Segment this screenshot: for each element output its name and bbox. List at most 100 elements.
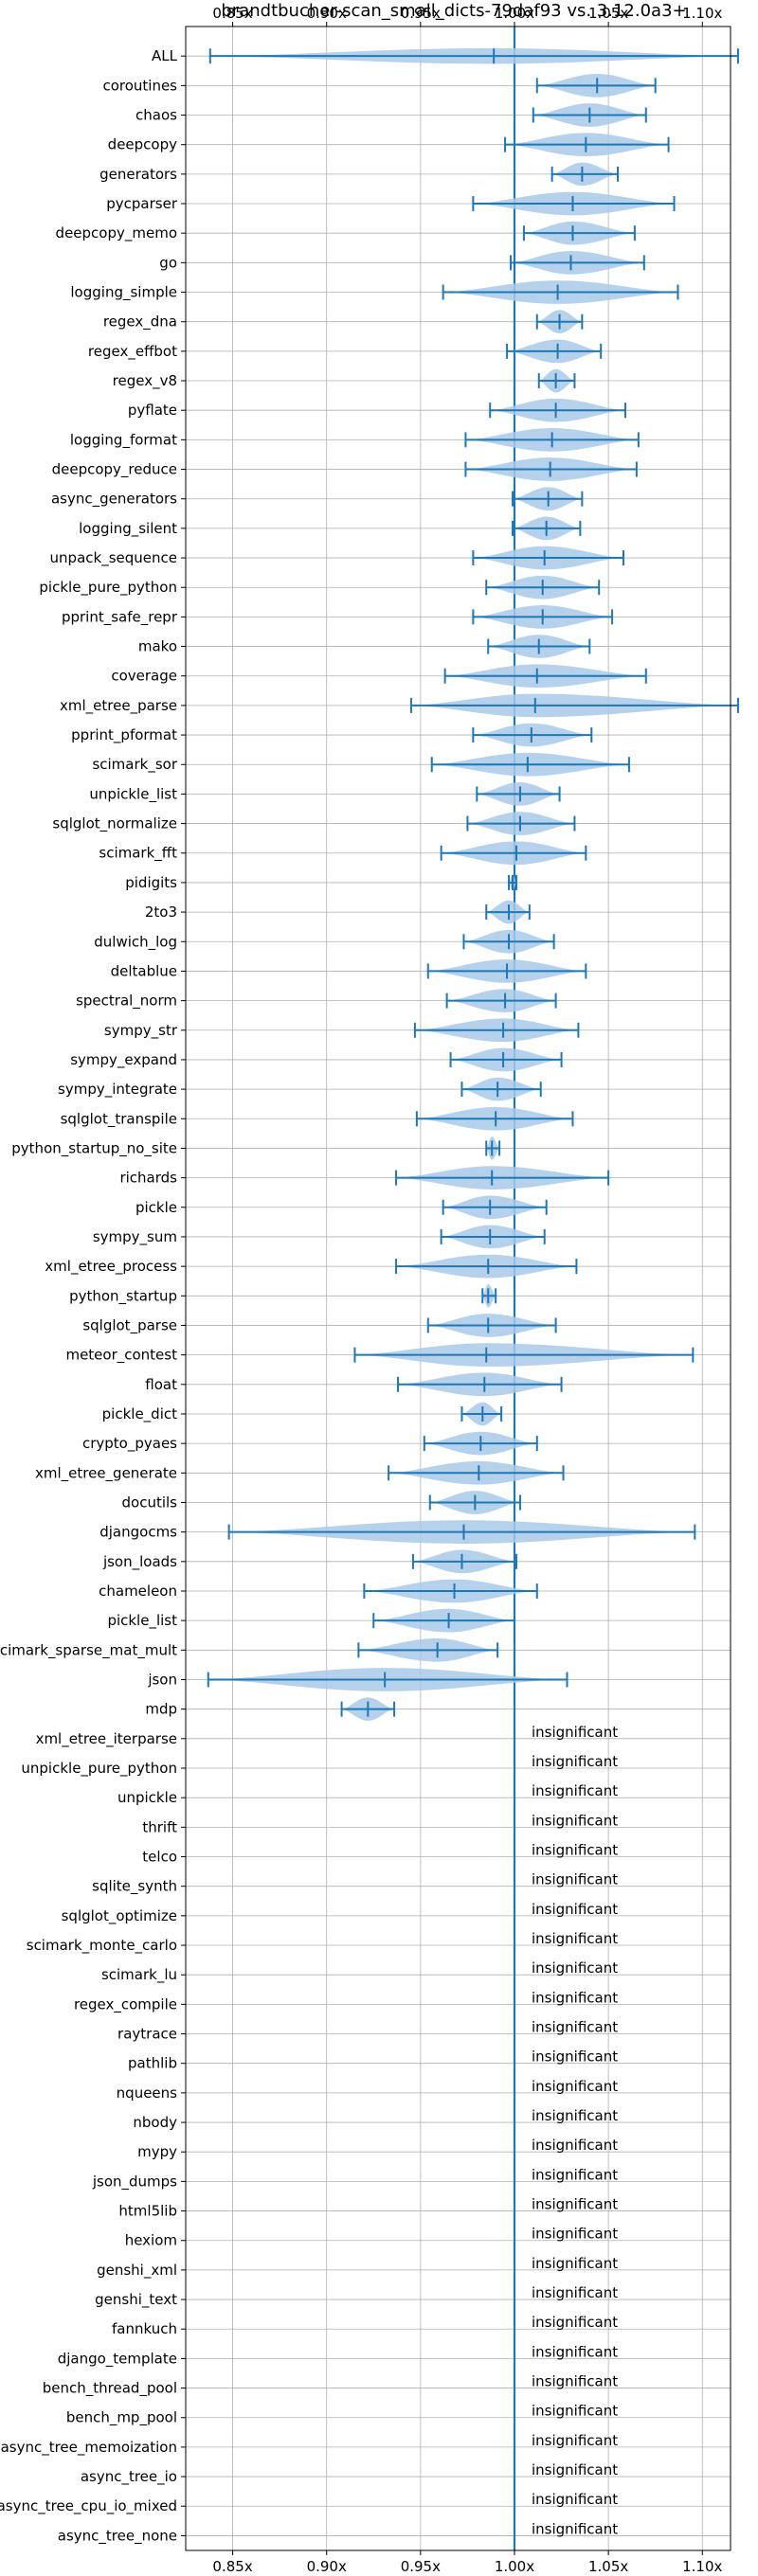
category-label: json	[147, 1671, 177, 1688]
insignificant-label: insignificant	[532, 1753, 618, 1770]
category-label: genshi_text	[95, 2291, 177, 2309]
category-label: xml_etree_iterparse	[36, 1730, 177, 1748]
insignificant-label: insignificant	[532, 2078, 618, 2095]
x-tick-label-top: 1.00x	[495, 5, 534, 22]
category-label: pickle_dict	[102, 1405, 177, 1423]
category-label: unpickle_pure_python	[21, 1760, 177, 1778]
category-label: xml_etree_process	[45, 1258, 177, 1276]
category-label: pidigits	[125, 874, 177, 891]
category-label: deltablue	[111, 962, 177, 979]
category-label: coverage	[111, 668, 177, 685]
category-label: scimark_monte_carlo	[27, 1937, 177, 1955]
category-label: mypy	[137, 2143, 177, 2160]
category-label: async_tree_none	[58, 2527, 177, 2545]
category-label: python_startup_no_site	[11, 1139, 177, 1157]
category-label: scimark_fft	[99, 845, 177, 863]
insignificant-label: insignificant	[532, 2019, 618, 2036]
category-label: sqlglot_optimize	[62, 1907, 177, 1925]
category-label: deepcopy_memo	[56, 224, 177, 242]
category-label: sympy_integrate	[58, 1081, 177, 1099]
x-tick-label-bottom: 1.05x	[588, 2558, 628, 2575]
category-label: telco	[142, 1849, 177, 1866]
category-label: fannkuch	[112, 2320, 177, 2337]
category-label: ALL	[152, 47, 178, 64]
category-label: sympy_sum	[93, 1228, 177, 1246]
category-label: deepcopy	[108, 136, 177, 153]
category-label: json_dumps	[92, 2173, 177, 2191]
category-label: 2to3	[145, 903, 177, 921]
category-label: django_template	[58, 2350, 177, 2368]
category-label: go	[159, 254, 177, 271]
category-label: json_loads	[102, 1553, 177, 1571]
category-label: crypto_pyaes	[82, 1435, 177, 1453]
x-tick-label-top: 1.05x	[588, 5, 628, 22]
insignificant-label: insignificant	[532, 1959, 618, 1977]
category-label-layer: ALL coroutines chaos deepcopy generators pycp…	[0, 47, 178, 2545]
category-label: unpack_sequence	[50, 549, 177, 567]
category-label: sqlglot_normalize	[52, 815, 177, 833]
category-label: async_tree_cpu_io_mixed	[0, 2497, 177, 2515]
category-label: scimark_sor	[92, 756, 177, 774]
category-label: sqlglot_parse	[82, 1316, 177, 1334]
category-label: generators	[99, 166, 177, 183]
category-label: html5lib	[118, 2203, 177, 2220]
category-label: regex_compile	[74, 1995, 177, 2013]
x-tick-label-top: 0.85x	[212, 5, 252, 22]
category-label: dulwich_log	[94, 933, 177, 951]
x-tick-label-bottom: 1.00x	[495, 2558, 534, 2575]
insignificant-label: insignificant	[532, 2373, 618, 2390]
insignificant-label: insignificant	[532, 2520, 618, 2537]
insignificant-label: insignificant	[532, 2343, 618, 2360]
category-label: nbody	[133, 2114, 177, 2131]
insignificant-label: insignificant	[532, 2403, 618, 2420]
insignificant-label: insignificant	[532, 1812, 618, 1829]
category-label: async_tree_io	[81, 2468, 177, 2486]
category-label: regex_effbot	[88, 343, 177, 361]
category-label: pprint_pformat	[71, 726, 177, 744]
x-tick-label-bottom: 1.10x	[682, 2558, 722, 2575]
category-label: richards	[119, 1170, 177, 1187]
category-label: djangocms	[99, 1524, 177, 1541]
category-label: pprint_safe_repr	[62, 608, 178, 626]
category-label: logging_simple	[70, 284, 177, 302]
category-label: chameleon	[99, 1583, 177, 1600]
category-label: sympy_expand	[70, 1051, 177, 1069]
category-label: unpickle	[117, 1789, 177, 1806]
insignificant-label: insignificant	[532, 2048, 618, 2066]
insignificant-label: insignificant	[532, 1724, 618, 1741]
category-label: python_startup	[69, 1287, 177, 1305]
category-label: coroutines	[102, 77, 177, 94]
insignificant-label: insignificant	[532, 1989, 618, 2006]
x-tick-label-top: 0.90x	[307, 5, 347, 22]
category-label: pickle_pure_python	[39, 579, 177, 597]
chart-title: brandtbucher-scan_small_dicts-79daf93 vs…	[221, 1, 686, 21]
insignificant-label: insignificant	[532, 2196, 618, 2213]
category-label: logging_format	[70, 431, 177, 449]
insignificant-label: insignificant	[532, 1901, 618, 1918]
category-label: genshi_xml	[97, 2262, 177, 2280]
category-label: unpickle_list	[89, 785, 177, 803]
x-tick-label-bottom: 0.95x	[401, 2558, 441, 2575]
insignificant-label: insignificant	[532, 2314, 618, 2331]
category-label: sympy_str	[104, 1022, 178, 1040]
category-label: mdp	[145, 1701, 177, 1718]
category-label: async_tree_memoization	[1, 2439, 177, 2457]
category-label: scimark_sparse_mat_mult	[0, 1641, 177, 1659]
category-label: logging_silent	[79, 520, 177, 538]
category-label: chaos	[135, 107, 177, 124]
x-tick-label-bottom: 0.90x	[307, 2558, 347, 2575]
category-label: mako	[138, 638, 177, 655]
category-label: pyflate	[128, 402, 177, 419]
insignificant-label: insignificant	[532, 2226, 618, 2243]
category-label: xml_etree_parse	[60, 697, 177, 715]
category-label: sqlglot_transpile	[61, 1110, 177, 1128]
category-label: pathlib	[128, 2055, 177, 2072]
insignificant-label: insignificant	[532, 1782, 618, 1799]
category-label: xml_etree_generate	[35, 1464, 177, 1482]
category-label: pycparser	[106, 195, 178, 212]
insignificant-label: insignificant	[532, 1930, 618, 1947]
category-label: spectral_norm	[76, 993, 177, 1011]
insignificant-label: insignificant	[532, 2284, 618, 2301]
category-label: pickle_list	[107, 1612, 177, 1630]
tick-layer: 0.85x 0.85x 0.90x 0.90x 0.95x 0.95x 1.00x 1.00x…	[181, 5, 723, 2575]
